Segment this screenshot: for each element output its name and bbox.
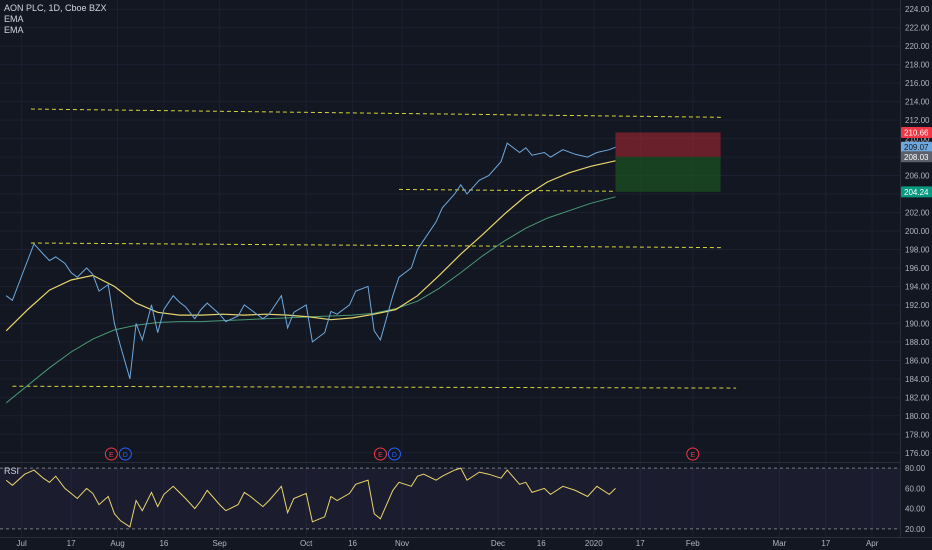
price-tick-label: 188.00	[905, 338, 930, 347]
price-label-text: 210.66	[904, 129, 929, 138]
dividend-marker-label: D	[123, 452, 128, 459]
price-axis-background	[901, 0, 932, 550]
price-tick-label: 196.00	[905, 264, 930, 273]
price-tick-label: 222.00	[905, 24, 930, 33]
legend: AON PLC, 1D, Cboe BZX EMA EMA	[4, 3, 107, 36]
price-tick-label: 220.00	[905, 42, 930, 51]
price-tick-label: 214.00	[905, 98, 930, 107]
time-tick-label: Sep	[212, 539, 227, 548]
trend-line[interactable]	[30, 242, 724, 249]
dividend-marker-label: D	[392, 452, 397, 459]
price-tick-label: 178.00	[905, 430, 930, 439]
price-series-group	[5, 142, 616, 404]
rsi-pane: RSI	[0, 462, 932, 530]
price-label-text: 209.07	[904, 143, 929, 152]
earnings-marker[interactable]	[686, 447, 700, 461]
trend-line[interactable]	[30, 108, 724, 118]
trend-line[interactable]	[398, 188, 616, 192]
take-profit-zone[interactable]	[615, 156, 721, 192]
legend-ema-slow[interactable]: EMA	[4, 25, 24, 35]
earnings-marker[interactable]	[104, 447, 118, 461]
price-tick-label: 218.00	[905, 61, 930, 70]
trend-line[interactable]	[12, 385, 737, 389]
price-tick-label: 192.00	[905, 301, 930, 310]
earnings-marker-label: E	[378, 452, 383, 459]
position-zones	[615, 132, 721, 192]
time-tick-label: Jul	[17, 539, 27, 548]
rsi-label: RSI	[4, 466, 19, 476]
ema-fast-line[interactable]	[5, 160, 616, 332]
time-tick-label: 2020	[585, 539, 603, 548]
price-tick-label: 184.00	[905, 375, 930, 384]
trend-lines	[12, 108, 737, 389]
price-tick-label: 210.00	[905, 135, 930, 144]
price-label-text: 208.03	[904, 153, 929, 162]
price-tick-label: 190.00	[905, 319, 930, 328]
rsi-line[interactable]	[5, 467, 616, 528]
price-tick-label: 186.00	[905, 356, 930, 365]
dividend-marker[interactable]	[387, 447, 401, 461]
price-tick-label: 224.00	[905, 5, 930, 14]
price-axis: 224.00 222.00 220.00 218.00 216.00 214.00 212.…	[900, 0, 932, 550]
time-tick-label: Aug	[110, 539, 124, 548]
time-tick-label: Dec	[491, 539, 505, 548]
time-tick-label: Apr	[866, 539, 879, 548]
time-tick-label: Feb	[686, 539, 700, 548]
time-axis: Jul 17 Aug 16 Sep Oct 16 Nov Dec 16 2020 17 Feb Mar 17…	[0, 537, 932, 548]
time-tick-label: 16	[348, 539, 357, 548]
price-label-tag	[901, 151, 932, 163]
time-tick-label: 17	[636, 539, 645, 548]
time-tick-label: 16	[537, 539, 546, 548]
price-tick-label: 212.00	[905, 116, 930, 125]
price-tick-label: 182.00	[905, 393, 930, 402]
price-label-tag	[901, 127, 932, 139]
dividend-marker[interactable]	[118, 447, 132, 461]
time-tick-label: Nov	[395, 539, 409, 548]
price-tick-label: 176.00	[905, 449, 930, 458]
price-tick-label: 200.00	[905, 227, 930, 236]
chart-title[interactable]: AON PLC, 1D, Cboe BZX	[4, 3, 107, 13]
price-tick-label: 206.00	[905, 172, 930, 181]
price-label-text: 204.24	[904, 188, 929, 197]
price-line[interactable]	[5, 142, 616, 379]
price-tick-label: 202.00	[905, 209, 930, 218]
price-tick-label: 216.00	[905, 79, 930, 88]
earnings-marker[interactable]	[373, 447, 387, 461]
earnings-marker-label: E	[690, 452, 695, 459]
rsi-tick-label: 20.00	[905, 525, 926, 534]
price-label-tag	[901, 141, 932, 153]
legend-ema-fast[interactable]: EMA	[4, 14, 24, 24]
time-tick-label: Mar	[772, 539, 786, 548]
rsi-tick-label: 80.00	[905, 464, 926, 473]
price-tick-label: 180.00	[905, 412, 930, 421]
time-tick-label: Oct	[300, 539, 313, 548]
stop-loss-zone[interactable]	[615, 132, 721, 157]
rsi-tick-label: 60.00	[905, 484, 926, 493]
time-tick-label: 17	[821, 539, 830, 548]
time-tick-label: 17	[67, 539, 76, 548]
price-tick-label: 198.00	[905, 245, 930, 254]
rsi-tick-label: 40.00	[905, 505, 926, 514]
earnings-marker-label: E	[109, 452, 114, 459]
price-tick-label: 194.00	[905, 282, 930, 291]
time-tick-label: 16	[159, 539, 168, 548]
rsi-band	[0, 468, 900, 529]
price-label-tag	[901, 186, 932, 198]
